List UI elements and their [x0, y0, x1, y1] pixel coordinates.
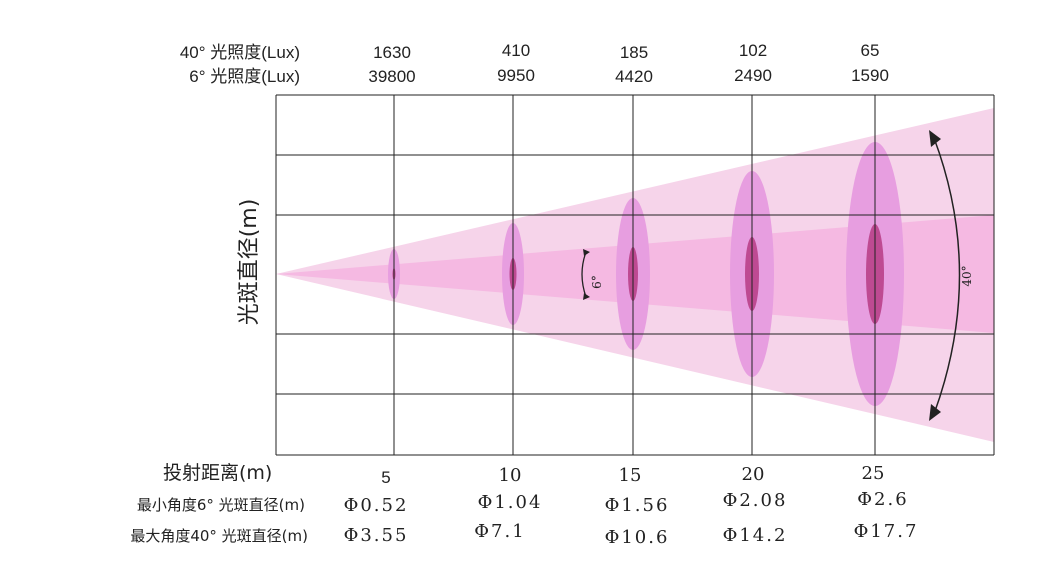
- angle-40-arc: [933, 137, 961, 415]
- max-diameter-value: Φ14.2: [723, 525, 788, 546]
- min-diameter-value: Φ2.08: [723, 490, 788, 511]
- lux6-value: 2490: [734, 66, 772, 85]
- lux40-value: 65: [861, 41, 880, 60]
- angle-40-arrow-up: [929, 130, 941, 147]
- min-angle-label: 最小角度6° 光斑直径(m): [137, 496, 305, 514]
- min-diameter-value: Φ2.6: [857, 489, 908, 510]
- angle-40-arrow-down: [929, 404, 941, 421]
- max-angle-label: 最大角度40° 光斑直径(m): [130, 527, 308, 545]
- distance-value: 25: [862, 463, 885, 484]
- lux6-value: 9950: [497, 66, 535, 85]
- max-diameter-value: Φ7.1: [474, 521, 525, 542]
- lux6-value: 4420: [615, 67, 653, 86]
- max-diameter-value: Φ17.7: [854, 521, 919, 542]
- lux6-value: 39800: [368, 67, 415, 86]
- lux40-value: 410: [502, 41, 530, 60]
- min-diameter-value: Φ1.04: [478, 492, 543, 513]
- distance-value: 15: [619, 465, 642, 486]
- max-diameter-value: Φ10.6: [605, 527, 670, 548]
- lux40-value: 1630: [373, 43, 411, 62]
- distance-value: 10: [499, 465, 522, 486]
- max-diameter-value: Φ3.55: [344, 525, 409, 546]
- lux40-value: 185: [620, 43, 648, 62]
- angle-40-label: 40°: [960, 265, 974, 286]
- distance-label: 投射距离(m): [163, 462, 272, 484]
- lux40-value: 102: [739, 41, 767, 60]
- grid: [275, 94, 995, 456]
- distance-value: 20: [742, 464, 765, 485]
- min-diameter-value: Φ0.52: [344, 495, 409, 516]
- lux40-row-label: 40° 光照度(Lux): [180, 43, 300, 62]
- lux6-row-label: 6° 光照度(Lux): [189, 67, 300, 86]
- angle-6-arrow-up: [583, 249, 590, 256]
- min-diameter-value: Φ1.56: [605, 495, 670, 516]
- angle-6-arrow-down: [583, 293, 590, 300]
- angle-6-label: 6°: [590, 275, 604, 289]
- distance-value: 5: [381, 468, 390, 487]
- lux6-value: 1590: [851, 66, 889, 85]
- y-axis-label: 光斑直径(m): [237, 199, 262, 326]
- angle-6-arc: [581, 251, 587, 298]
